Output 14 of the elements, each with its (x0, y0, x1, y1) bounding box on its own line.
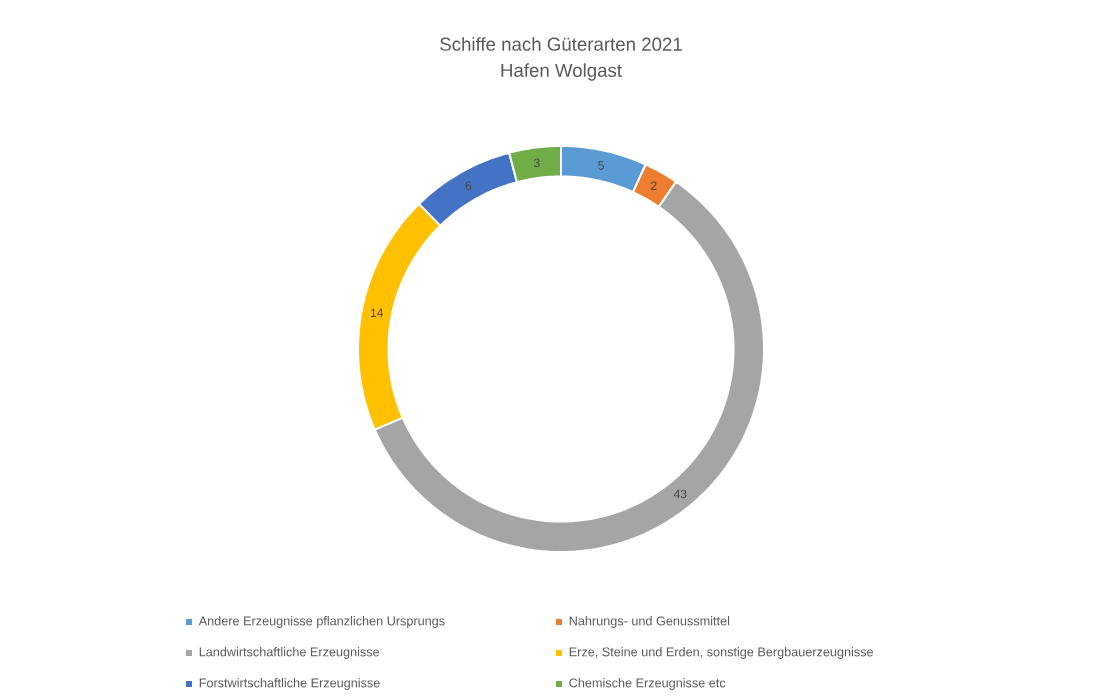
legend-label: Nahrungs- und Genussmittel (569, 616, 730, 628)
legend-label: Forstwirtschaftliche Erzeugnisse (199, 678, 380, 690)
data-label: 14 (370, 308, 384, 317)
legend-label: Andere Erzeugnisse pflanzlichen Ursprungs (198, 616, 445, 628)
chart-title: Schiffe nach Güterarten 2021 (440, 37, 682, 51)
data-label: 43 (673, 489, 687, 499)
data-label: 3 (533, 158, 540, 168)
chart-subtitle: Hafen Wolgast (501, 63, 622, 81)
data-label: 5 (598, 161, 604, 170)
data-label: 2 (650, 181, 657, 190)
legend-label: Erze, Steine und Erden, sonstige Bergbauerzeugnisse (569, 647, 873, 659)
data-label: 6 (465, 181, 472, 190)
legend-label: Landwirtschaftliche Erzeugnisse (199, 647, 380, 659)
legend-label: Chemische Erzeugnisse etc (569, 678, 726, 690)
